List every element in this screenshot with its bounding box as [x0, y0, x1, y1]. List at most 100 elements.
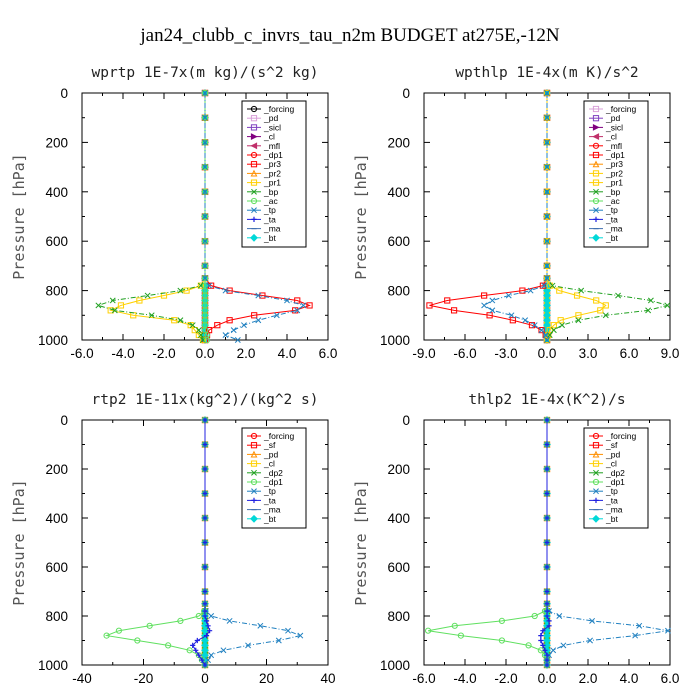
legend-marker: [592, 123, 600, 131]
x-tick-label: 4.0: [620, 671, 639, 686]
data-point: [544, 662, 550, 668]
legend-marker: [592, 478, 600, 486]
legend-entry: _pr3: [589, 159, 623, 169]
y-tick-label: 1000: [380, 658, 410, 673]
legend-label: _forcing: [263, 431, 295, 441]
data-point: [273, 312, 280, 319]
data-point: [544, 515, 550, 521]
legend-marker: [592, 442, 600, 449]
data-point: [451, 622, 458, 629]
legend-entry: _ma: [589, 224, 623, 234]
legend-marker: [592, 142, 600, 149]
x-tick-label: -6.0: [70, 346, 93, 361]
data-point: [544, 164, 550, 171]
data-point: [240, 322, 247, 329]
legend-marker: [593, 488, 599, 495]
legend-entry: _bt: [589, 514, 618, 524]
legend-marker: [251, 488, 257, 495]
legend-entry: _ta: [247, 495, 276, 505]
legend-entry: _ma: [247, 505, 281, 515]
data-point: [220, 647, 227, 654]
data-point: [202, 417, 208, 423]
data-point: [183, 287, 190, 294]
x-tick-label: -2.0: [494, 671, 517, 686]
data-point: [481, 302, 488, 309]
data-point: [444, 297, 451, 304]
x-tick-label: -9.0: [412, 346, 435, 361]
legend-entry: _ta: [589, 495, 618, 505]
data-point: [544, 608, 550, 614]
data-point: [538, 327, 545, 334]
legend-entry: _ac: [589, 196, 620, 206]
legend-marker: [592, 514, 600, 523]
data-point: [111, 307, 118, 314]
legend-entry: _sicl: [589, 122, 623, 132]
data-point: [498, 617, 505, 625]
data-point: [259, 292, 266, 299]
data-point: [549, 282, 556, 289]
legend-entry: _ac: [247, 196, 278, 206]
y-tick-label: 600: [45, 234, 68, 249]
legend-label: _pd: [605, 113, 620, 123]
legend-label: _bt: [263, 514, 276, 524]
data-point: [544, 262, 550, 269]
legend-label: _sicl: [605, 122, 623, 132]
data-point: [636, 622, 643, 629]
legend-label: _pr1: [263, 178, 281, 188]
y-tick-label: 0: [402, 413, 410, 428]
legend-entry: _ta: [589, 214, 618, 224]
data-point: [525, 642, 532, 649]
legend-entry: _bt: [589, 233, 618, 243]
legend-label: _pd: [605, 449, 620, 459]
legend-label: _dp2: [605, 468, 625, 478]
legend-entry: _dp1: [589, 150, 625, 160]
legend-entry: _bt: [247, 233, 276, 243]
legend-label: _ta: [605, 214, 618, 224]
legend-entry: _tp: [589, 205, 618, 215]
legend-label: _dp2: [263, 468, 283, 478]
data-point: [645, 307, 652, 314]
data-point: [457, 632, 464, 639]
data-point: [95, 302, 102, 309]
y-tick-label: 400: [45, 511, 68, 526]
legend-label: _bp: [605, 187, 620, 197]
data-point: [542, 332, 549, 339]
data-point: [226, 317, 233, 324]
data-point: [539, 282, 546, 289]
data-point: [202, 601, 208, 607]
legend-entry: _dp1: [247, 150, 283, 160]
legend-label: _forcing: [263, 104, 295, 114]
data-point: [542, 647, 548, 653]
x-tick-label: 6.0: [620, 346, 639, 361]
y-tick-label: 200: [387, 462, 410, 477]
data-point: [148, 312, 155, 319]
data-point: [190, 642, 196, 648]
legend-marker: [250, 124, 258, 131]
series-tp: [202, 90, 307, 343]
figure-title: jan24_clubb_c_invrs_tau_n2m BUDGET at275…: [139, 25, 559, 46]
legend-entry: _pr1: [247, 178, 281, 188]
data-point: [202, 588, 208, 595]
legend-marker: [251, 497, 257, 503]
data-point: [194, 637, 200, 644]
legend: _forcing_pd_sicl_cl_mfl_dp1_pr3_pr2_pr1_…: [583, 100, 649, 248]
legend-marker: [592, 170, 600, 177]
data-point: [575, 312, 582, 319]
chart-panel-4: thlp2 1E-4x(K^2)/s Pressure [hPa] -6.0 -4.0…: [352, 392, 679, 686]
y-tick-label: 800: [45, 284, 68, 299]
data-point: [202, 164, 208, 171]
data-point: [202, 114, 208, 121]
legend-label: _ma: [605, 505, 623, 515]
data-point: [202, 662, 208, 668]
legend-marker: [250, 151, 258, 159]
legend: _forcing_sf_pd_cl_dp2_dp1_tp_ta_ma_bt: [583, 427, 649, 529]
data-point: [202, 608, 208, 614]
legend-entry: _dp1: [247, 477, 283, 487]
legend-marker: [592, 151, 600, 159]
legend-marker: [592, 460, 600, 467]
legend: _forcing_pd_sicl_cl_mfl_dp1_pr3_pr2_pr1_…: [241, 100, 307, 248]
data-point: [144, 292, 151, 299]
data-point: [197, 332, 204, 339]
legend-entry: _dp1: [589, 477, 625, 487]
legend-label: _pr3: [605, 159, 623, 169]
